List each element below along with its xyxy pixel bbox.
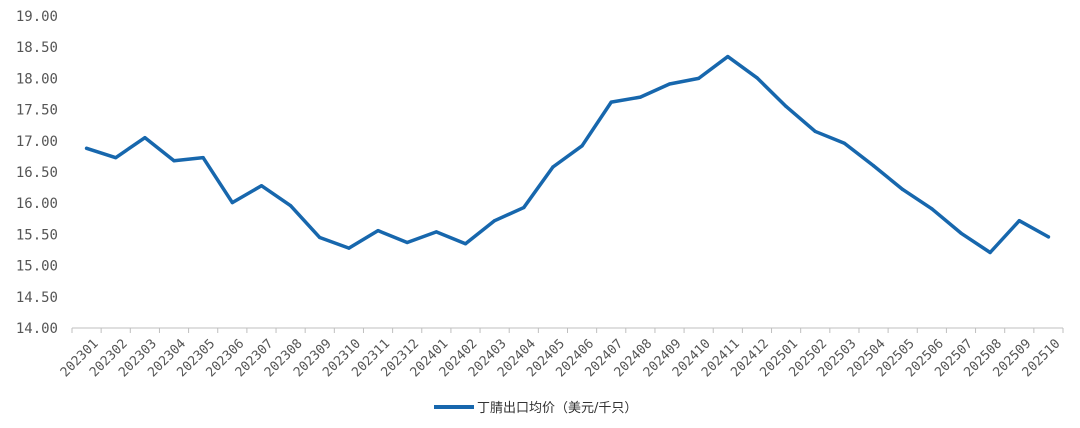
legend-label: 丁腈出口均价（美元/千只）	[477, 401, 637, 416]
data-point	[551, 165, 555, 169]
data-point	[522, 205, 526, 210]
data-point	[784, 104, 788, 109]
data-point	[813, 129, 817, 134]
data-point	[609, 100, 613, 104]
y-tick-label: 14.00	[16, 321, 58, 337]
data-point	[1017, 219, 1021, 223]
data-point	[376, 229, 380, 233]
data-point	[230, 200, 234, 205]
data-point	[871, 164, 876, 168]
data-point	[347, 246, 351, 250]
data-point	[172, 159, 176, 163]
data-point	[726, 54, 730, 59]
data-point	[755, 76, 759, 80]
y-tick-label: 16.50	[16, 165, 58, 181]
data-point	[580, 144, 584, 148]
data-point	[143, 136, 147, 140]
y-tick-label: 17.00	[16, 134, 58, 150]
data-point	[667, 82, 672, 86]
data-point	[405, 240, 409, 245]
data-point	[988, 250, 992, 255]
y-tick-label: 15.00	[16, 259, 58, 275]
data-point	[463, 242, 468, 246]
y-tick-label: 16.00	[16, 196, 58, 212]
y-tick-label: 18.00	[16, 71, 58, 87]
data-point	[259, 184, 264, 188]
data-point	[434, 230, 438, 234]
data-point	[289, 204, 293, 208]
data-point	[84, 146, 89, 150]
y-tick-label: 15.50	[16, 227, 58, 243]
data-point	[114, 156, 118, 160]
data-point	[697, 76, 701, 80]
y-tick-label: 18.50	[16, 40, 58, 56]
legend: 丁腈出口均价（美元/千只）	[434, 401, 637, 416]
data-point	[638, 95, 642, 99]
data-point	[318, 235, 322, 240]
data-point	[1046, 235, 1051, 239]
x-axis: 2023012023022023032023042023052023062023…	[58, 328, 1064, 380]
y-axis: 14.00 14.50 15.00 15.50 16.00 16.50 17.00 17.50…	[16, 9, 58, 337]
y-tick-label: 19.00	[16, 9, 58, 25]
series-group	[84, 54, 1051, 255]
data-point	[493, 219, 497, 223]
series-line	[84, 54, 1051, 255]
data-point	[930, 207, 934, 211]
y-tick-label: 17.50	[16, 103, 58, 119]
data-point	[842, 141, 846, 145]
data-point	[901, 187, 905, 192]
data-point	[201, 156, 205, 160]
data-point	[959, 231, 963, 235]
y-tick-label: 14.50	[16, 290, 58, 306]
